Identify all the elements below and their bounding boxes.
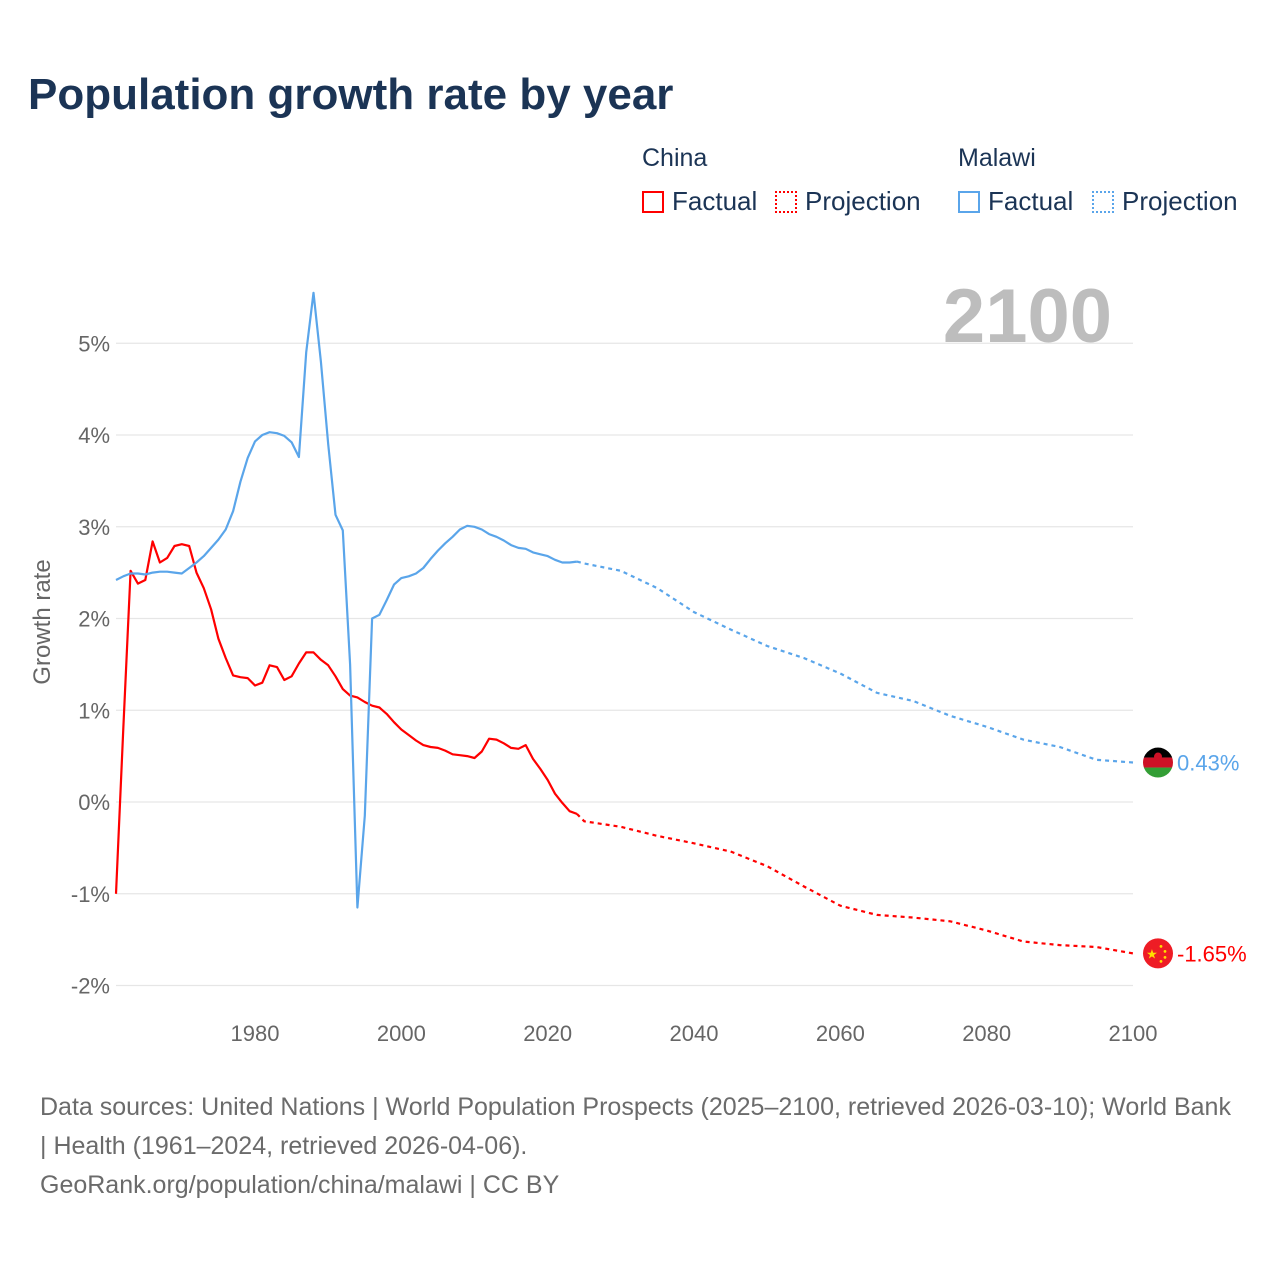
y-tick-label: -1%: [71, 882, 110, 907]
y-tick-label: 5%: [78, 331, 110, 356]
x-tick-label: 2100: [1109, 1021, 1158, 1046]
legend-swatch-solid: [958, 190, 980, 213]
flag-small-star: [1159, 944, 1163, 948]
series-line-china-projection: [576, 813, 1134, 955]
series-line-china-factual: [114, 540, 578, 894]
x-tick-label: 2040: [670, 1021, 719, 1046]
legend-swatch-dotted: [775, 190, 797, 213]
x-tick-label: 2000: [377, 1021, 426, 1046]
y-tick-label: -2%: [71, 974, 110, 999]
flag-star: ★: [1146, 946, 1158, 961]
y-tick-label: 3%: [78, 515, 110, 540]
legend-label: Projection: [805, 186, 921, 216]
x-tick-label: 2020: [523, 1021, 572, 1046]
flag-sun: [1154, 752, 1162, 761]
year-display: 2100: [943, 274, 1112, 359]
malawi-flag-icon: [1143, 747, 1173, 778]
y-tick-label: 4%: [78, 423, 110, 448]
legend-label: Factual: [988, 186, 1074, 216]
legend-group-malawi: Malawi: [958, 144, 1036, 172]
flag-small-star: [1163, 949, 1167, 953]
x-tick-label: 1980: [231, 1021, 280, 1046]
flag-stripe-green: [1143, 767, 1173, 778]
x-tick-label: 2060: [816, 1021, 865, 1046]
data-sources: Data sources: United Nations | World Pop…: [40, 1093, 1231, 1160]
end-label-china: -1.65%: [1177, 941, 1247, 966]
legend-swatch-dotted: [1092, 190, 1114, 213]
legend-label: Projection: [1122, 186, 1238, 216]
legend-china-projection[interactable]: Projection: [775, 186, 921, 217]
y-axis-label: Growth rate: [29, 559, 56, 684]
flag-stripe-red: [1143, 757, 1173, 768]
series-line-malawi-projection: [576, 560, 1134, 764]
legend-china-factual[interactable]: Factual: [642, 186, 757, 217]
series-line-malawi-factual: [115, 291, 578, 909]
legend-malawi-factual[interactable]: Factual: [958, 186, 1073, 217]
chart-title: Population growth rate by year: [28, 70, 674, 119]
legend-label: Factual: [672, 186, 758, 216]
legend-malawi-projection[interactable]: Projection: [1092, 186, 1238, 217]
x-tick-label: 2080: [962, 1021, 1011, 1046]
legend-group-china: China: [642, 144, 708, 172]
flag-field: [1143, 938, 1173, 969]
footer: Data sources: United Nations | World Pop…: [40, 1088, 1240, 1205]
y-tick-label: 0%: [78, 790, 110, 815]
credit-link[interactable]: GeoRank.org/population/china/malawi | CC…: [40, 1171, 560, 1199]
legend-swatch-solid: [642, 190, 664, 213]
flag-small-star: [1159, 959, 1163, 963]
china-flag-icon: ★: [1143, 938, 1173, 969]
flag-small-star: [1163, 955, 1167, 959]
end-label-malawi: 0.43%: [1177, 751, 1239, 776]
y-tick-label: 1%: [78, 698, 110, 723]
y-tick-label: 2%: [78, 607, 110, 632]
